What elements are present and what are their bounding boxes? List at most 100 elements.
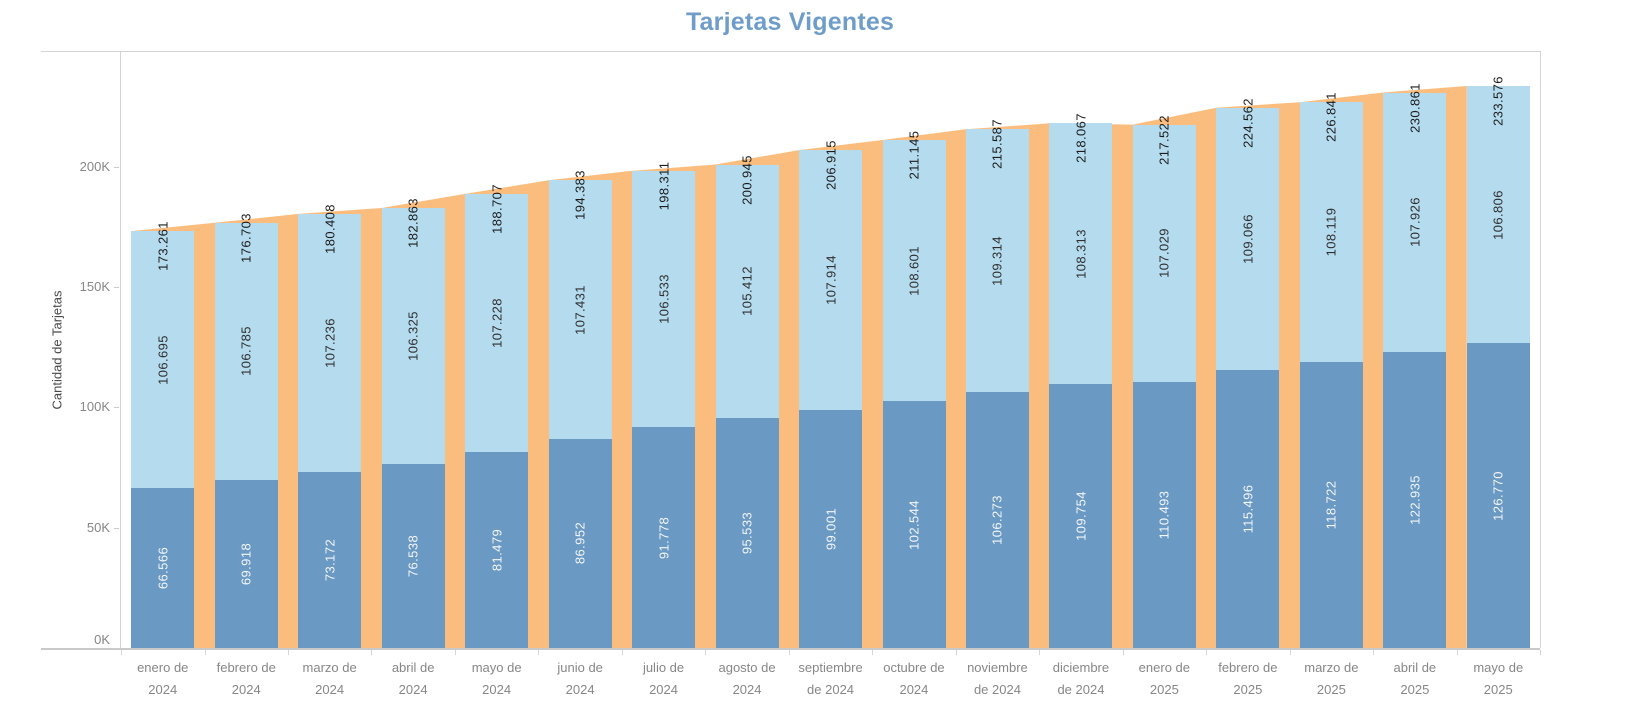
bar-bottom-segment[interactable]	[1216, 370, 1280, 648]
bar-bottom-segment[interactable]	[1383, 352, 1447, 648]
bar-marzo-de-2025[interactable]	[1299, 102, 1363, 648]
y-tick-mark	[114, 407, 119, 409]
plot-border-right	[1540, 51, 1541, 648]
y-tick-mark	[114, 648, 119, 649]
x-tick-mark	[872, 650, 874, 655]
bar-bottom-segment[interactable]	[1132, 382, 1196, 648]
y-axis-title: Cantidad de Tarjetas	[49, 290, 65, 410]
x-tick-label: abril de 2025	[1393, 660, 1437, 697]
x-tick-mark	[121, 650, 122, 655]
x-tick-mark	[371, 650, 373, 655]
bar-top-segment[interactable]	[632, 170, 696, 428]
bar-top-segment[interactable]	[715, 164, 779, 419]
y-axis-line	[120, 51, 121, 648]
y-tick-mark	[114, 287, 119, 289]
bar-agosto-de-2024[interactable]	[715, 164, 779, 648]
bar-julio-de-2024[interactable]	[632, 170, 696, 648]
y-tick-label: 50K	[86, 519, 110, 535]
bar-top-segment[interactable]	[882, 140, 946, 402]
bar-bottom-segment[interactable]	[1299, 362, 1363, 648]
bar-top-segment[interactable]	[214, 222, 278, 480]
bar-octubre-de-2024[interactable]	[882, 140, 946, 648]
x-tick-label: junio de 2024	[557, 660, 603, 697]
x-tick-mark	[621, 650, 623, 655]
bar-mayo-de-2024[interactable]	[465, 194, 529, 648]
bar-top-segment[interactable]	[381, 208, 445, 464]
chart-title: Tarjetas Vigentes	[685, 8, 895, 36]
bar-top-segment[interactable]	[298, 213, 362, 472]
bar-marzo-de-2024[interactable]	[298, 213, 362, 648]
x-tick-mark	[705, 650, 707, 655]
x-tick-mark	[538, 650, 540, 655]
x-tick-label: mayo de 2024	[471, 660, 522, 697]
x-tick-label: agosto de 2024	[718, 660, 776, 697]
bar-bottom-segment[interactable]	[715, 418, 779, 648]
y-tick-label: 100K	[79, 399, 110, 415]
x-tick-mark	[1540, 650, 1541, 655]
bar-top-segment[interactable]	[1049, 123, 1113, 384]
bar-enero-de-2025[interactable]	[1132, 124, 1196, 648]
bar-bottom-segment[interactable]	[298, 471, 362, 648]
bar-noviembre-de-2024[interactable]	[965, 129, 1029, 648]
bar-bottom-segment[interactable]	[1466, 343, 1530, 648]
x-axis-line	[41, 648, 1540, 650]
bar-abril-de-2024[interactable]	[381, 208, 445, 648]
bar-diciembre-de-2024[interactable]	[1049, 123, 1113, 648]
bar-top-segment[interactable]	[965, 129, 1029, 393]
x-tick-label: septiembre de 2024	[798, 660, 863, 697]
x-tick-mark	[1373, 650, 1375, 655]
bar-febrero-de-2025[interactable]	[1216, 107, 1280, 648]
x-tick-label: marzo de 2025	[1304, 660, 1359, 697]
bar-bottom-segment[interactable]	[131, 487, 195, 648]
plot-area: 66.566 106.695 173.261 69.918 106.785 176.703…	[121, 52, 1540, 648]
bar-mayo-de-2025[interactable]	[1466, 86, 1530, 648]
bar-febrero-de-2024[interactable]	[214, 222, 278, 648]
bar-bottom-segment[interactable]	[965, 392, 1029, 648]
x-tick-label: marzo de 2024	[302, 660, 357, 697]
x-tick-label: julio de 2024	[642, 660, 685, 697]
y-tick-mark	[114, 166, 119, 168]
bar-top-segment[interactable]	[1383, 92, 1447, 353]
bar-bottom-segment[interactable]	[882, 401, 946, 648]
plot-border-top	[41, 51, 1540, 52]
x-tick-mark	[204, 650, 206, 655]
bar-septiembre-de-2024[interactable]	[799, 150, 862, 648]
x-tick-mark	[1456, 650, 1458, 655]
bar-top-segment[interactable]	[131, 231, 195, 488]
x-tick-label: abril de 2024	[391, 660, 435, 697]
bar-enero-de-2024[interactable]	[131, 231, 195, 648]
x-tick-mark	[1289, 650, 1291, 655]
y-tick-label: 0K	[94, 632, 110, 647]
x-tick-mark	[287, 650, 289, 655]
bar-top-segment[interactable]	[465, 194, 529, 452]
x-tick-mark	[454, 650, 456, 655]
bar-bottom-segment[interactable]	[214, 479, 278, 648]
bar-top-segment[interactable]	[1466, 86, 1530, 343]
x-tick-label: febrero de 2025	[1218, 660, 1278, 697]
bar-top-segment[interactable]	[548, 180, 612, 439]
x-tick-label: noviembre de 2024	[967, 660, 1028, 697]
bar-bottom-segment[interactable]	[465, 452, 529, 648]
x-tick-label: enero de 2024	[137, 660, 189, 697]
x-tick-mark	[1122, 650, 1124, 655]
bar-bottom-segment[interactable]	[548, 438, 612, 648]
bar-junio-de-2024[interactable]	[548, 180, 612, 648]
bar-top-segment[interactable]	[1299, 102, 1363, 363]
x-tick-label: mayo de 2025	[1473, 660, 1524, 697]
y-tick-label: 200K	[79, 158, 110, 174]
bar-bottom-segment[interactable]	[799, 409, 862, 648]
bar-abril-de-2025[interactable]	[1383, 92, 1447, 648]
bar-bottom-segment[interactable]	[381, 463, 445, 648]
x-tick-label: octubre de 2024	[883, 660, 945, 697]
bar-bottom-segment[interactable]	[632, 427, 696, 648]
bar-bottom-segment[interactable]	[1049, 383, 1113, 648]
y-tick-mark	[114, 527, 119, 529]
x-tick-label: enero de 2025	[1138, 660, 1190, 697]
y-tick-label: 150K	[79, 279, 110, 295]
bar-top-segment[interactable]	[1132, 124, 1196, 383]
bar-top-segment[interactable]	[1216, 107, 1280, 371]
x-tick-mark	[1039, 650, 1041, 655]
x-tick-mark	[1206, 650, 1208, 655]
bar-top-segment[interactable]	[799, 150, 862, 410]
